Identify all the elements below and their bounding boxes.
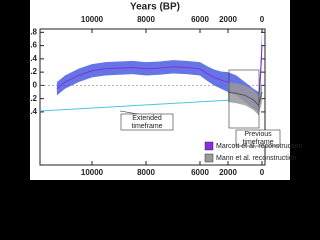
plot: .8 .6 .4 .2 0 -.2 -.4 10000 10000 8000 8000 6000 600… bbox=[28, 15, 265, 177]
y-tick-label: 0 bbox=[33, 80, 38, 89]
x-tick-label: 2000 bbox=[219, 168, 237, 177]
annotation: Previous bbox=[244, 131, 272, 138]
plot-frame bbox=[39, 28, 266, 166]
x-tick-label: 6000 bbox=[191, 15, 209, 24]
annotation: timeframe bbox=[131, 123, 162, 130]
y-tick-label: -.4 bbox=[28, 107, 38, 116]
annotation-box bbox=[120, 113, 174, 131]
annotation-box bbox=[235, 129, 281, 147]
legend-swatch bbox=[204, 141, 214, 151]
y-tick-label: .6 bbox=[30, 41, 37, 50]
x-tick-label: 0 bbox=[260, 168, 265, 177]
y-tick-label: .8 bbox=[30, 27, 37, 36]
legend-label: Mann et al. reconstruction bbox=[216, 155, 297, 162]
x-tick-label: 10000 bbox=[81, 168, 104, 177]
y-tick-label: .4 bbox=[30, 54, 37, 63]
x-tick-label: 8000 bbox=[137, 168, 155, 177]
highlight-box bbox=[228, 69, 260, 129]
y-tick-label: -.2 bbox=[28, 94, 38, 103]
x-tick-label: 6000 bbox=[191, 168, 209, 177]
extended-line bbox=[39, 99, 233, 112]
legend: Marcott et al. reconstruction Mann et al.… bbox=[204, 141, 302, 163]
uncertainty-band bbox=[228, 82, 262, 116]
y-tick-label: .2 bbox=[30, 67, 37, 76]
x-tick-label: 10000 bbox=[81, 15, 104, 24]
annotation: timeframe bbox=[242, 139, 273, 146]
legend-swatch bbox=[204, 153, 214, 163]
screenshot: .8 .6 .4 .2 0 -.2 -.4 10000 10000 8000 8000 6000 600… bbox=[27, 0, 303, 180]
uncertainty-band bbox=[56, 32, 263, 112]
x-tick-label: 8000 bbox=[137, 15, 155, 24]
legend-label: Marcott et al. reconstruction bbox=[216, 143, 302, 150]
x-tick-label: 2000 bbox=[219, 15, 237, 24]
x-tick-label: 0 bbox=[260, 15, 265, 24]
annotation: Extended bbox=[132, 115, 162, 122]
axis-title: Years (BP) bbox=[130, 2, 180, 13]
